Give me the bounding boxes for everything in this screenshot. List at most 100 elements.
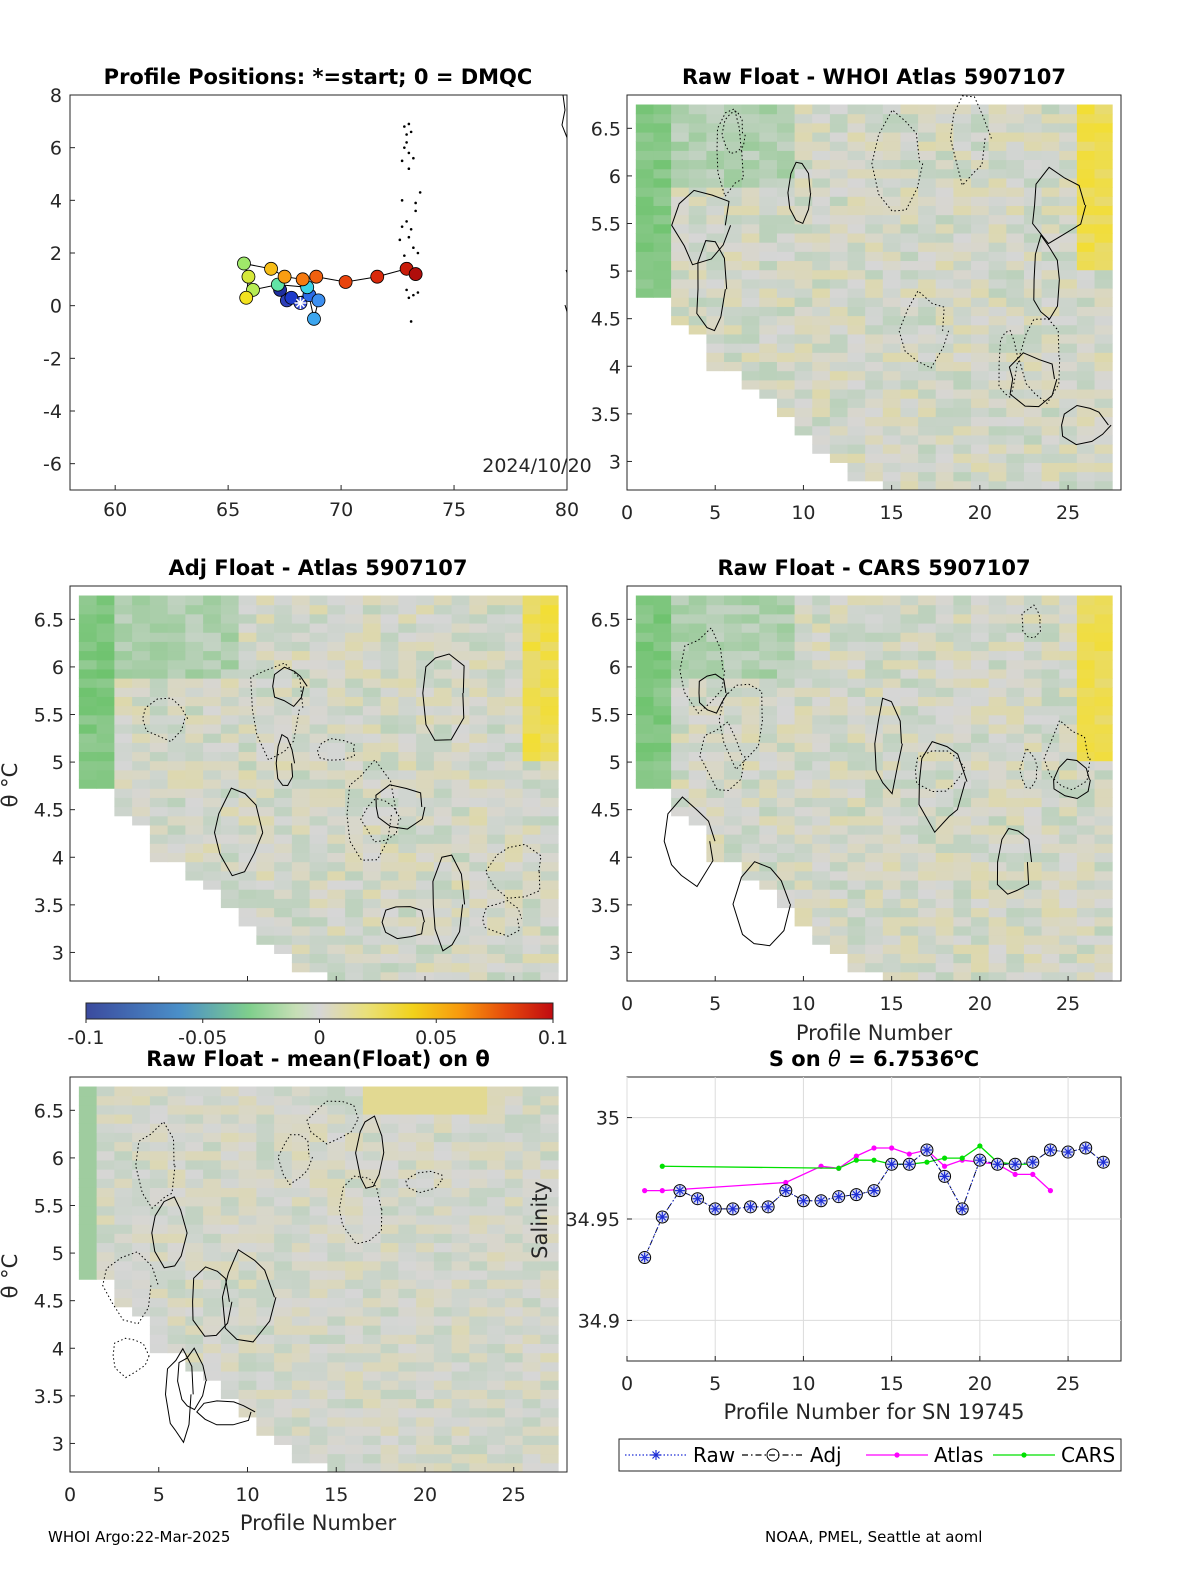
y-tick-label: 6: [52, 1148, 64, 1170]
heatmap-cell: [847, 159, 866, 170]
raw-point: [869, 1185, 879, 1196]
heatmap-cell: [220, 1187, 240, 1198]
heatmap-cell: [256, 1086, 275, 1097]
heatmap-cell: [688, 797, 707, 808]
heatmap-cell: [953, 880, 972, 890]
heatmap-cell: [220, 1288, 240, 1299]
heatmap-cell: [291, 1205, 311, 1216]
heatmap-cell: [203, 1343, 222, 1354]
heatmap-cell: [540, 1407, 559, 1418]
heatmap-cell: [706, 623, 725, 633]
heatmap-cell: [345, 659, 364, 670]
heatmap-cell: [274, 1104, 293, 1115]
heatmap-cell: [1059, 824, 1078, 835]
heatmap-cell: [327, 962, 346, 973]
heatmap-cell: [882, 751, 901, 762]
heatmap-cell: [953, 453, 972, 463]
heatmap-cell: [847, 742, 866, 753]
heatmap-cell: [291, 907, 311, 918]
heatmap-cell: [759, 187, 778, 197]
heatmap-cell: [380, 1205, 399, 1216]
heatmap-cell: [759, 297, 778, 307]
heatmap-cell: [829, 623, 849, 633]
heatmap-cell: [882, 177, 901, 188]
heatmap-cell: [185, 1325, 204, 1335]
y-tick-label: 3.5: [591, 404, 621, 426]
x-tick-label: 20: [968, 502, 992, 524]
heatmap-cell: [812, 389, 831, 399]
adj-atlas-ticks: 6.565.554.543.53: [34, 609, 515, 981]
heatmap-cell: [988, 751, 1007, 762]
heatmap-cell: [220, 880, 240, 890]
heatmap-cell: [291, 595, 311, 606]
heatmap-cell: [776, 251, 796, 262]
heatmap-cell: [220, 1114, 240, 1124]
heatmap-cell: [256, 733, 275, 743]
heatmap-cell: [114, 1086, 133, 1097]
heatmap-cell: [688, 324, 707, 335]
heatmap-cell: [327, 1242, 346, 1253]
heatmap-cell: [274, 1297, 293, 1308]
heatmap-cell: [865, 260, 884, 271]
heatmap-cell: [274, 595, 293, 606]
heatmap-cell: [759, 733, 778, 743]
heatmap-cell: [706, 223, 725, 234]
heatmap-cell: [114, 724, 133, 734]
heatmap-cell: [504, 779, 524, 789]
heatmap-cell: [918, 352, 937, 363]
heatmap-cell: [451, 1150, 470, 1161]
heatmap-cell: [185, 1297, 204, 1308]
heatmap-cell: [256, 1279, 275, 1289]
heatmap-cell: [345, 1306, 364, 1317]
heatmap-cell: [345, 760, 364, 771]
heatmap-cell: [671, 269, 690, 280]
heatmap-cell: [671, 705, 690, 716]
heatmap-cell: [706, 150, 725, 161]
heatmap-cell: [220, 733, 240, 743]
heatmap-cell: [653, 141, 672, 151]
heatmap-cell: [882, 324, 901, 335]
heatmap-cell: [380, 1215, 399, 1225]
heatmap-cell: [345, 678, 364, 688]
heatmap-cell: [220, 1159, 240, 1170]
heatmap-cell: [114, 687, 133, 697]
heatmap-cell: [1094, 288, 1113, 298]
heatmap-cell: [1041, 815, 1060, 826]
heatmap-cell: [433, 1141, 453, 1152]
heatmap-cell: [971, 278, 990, 289]
heatmap-cell: [847, 641, 866, 652]
heatmap-cell: [1094, 141, 1113, 151]
heatmap-cell: [1023, 370, 1043, 381]
heatmap-cell: [433, 907, 453, 918]
heatmap-cell: [776, 632, 796, 642]
heatmap-cell: [398, 1215, 417, 1225]
heatmap-cell: [433, 1288, 453, 1299]
heatmap-cell: [380, 1426, 399, 1436]
heatmap-cell: [114, 1288, 133, 1299]
heatmap-cell: [971, 343, 990, 353]
heatmap-cell: [522, 1224, 541, 1234]
heatmap-cell: [345, 1169, 364, 1179]
heatmap-cell: [398, 1462, 417, 1472]
heatmap-cell: [829, 187, 849, 197]
heatmap-cell: [688, 687, 707, 697]
heatmap-cell: [327, 898, 346, 909]
contour-line: [482, 900, 523, 937]
heatmap-cell: [759, 122, 778, 133]
atlas-point: [1012, 1171, 1018, 1177]
heatmap-cell: [882, 696, 901, 707]
heatmap-cell: [274, 1224, 293, 1234]
heatmap-cell: [469, 1215, 488, 1225]
heatmap-cell: [469, 1462, 488, 1472]
heatmap-cell: [935, 861, 954, 872]
heatmap-cell: [759, 177, 778, 188]
heatmap-cell: [416, 1435, 435, 1445]
heatmap-cell: [469, 1343, 488, 1354]
heatmap-cell: [671, 177, 690, 188]
heatmap-cell: [380, 925, 399, 936]
heatmap-cell: [1006, 196, 1025, 206]
heatmap-cell: [918, 434, 937, 445]
heatmap-cell: [469, 678, 488, 688]
heatmap-cell: [487, 953, 506, 964]
heatmap-cell: [882, 242, 901, 252]
